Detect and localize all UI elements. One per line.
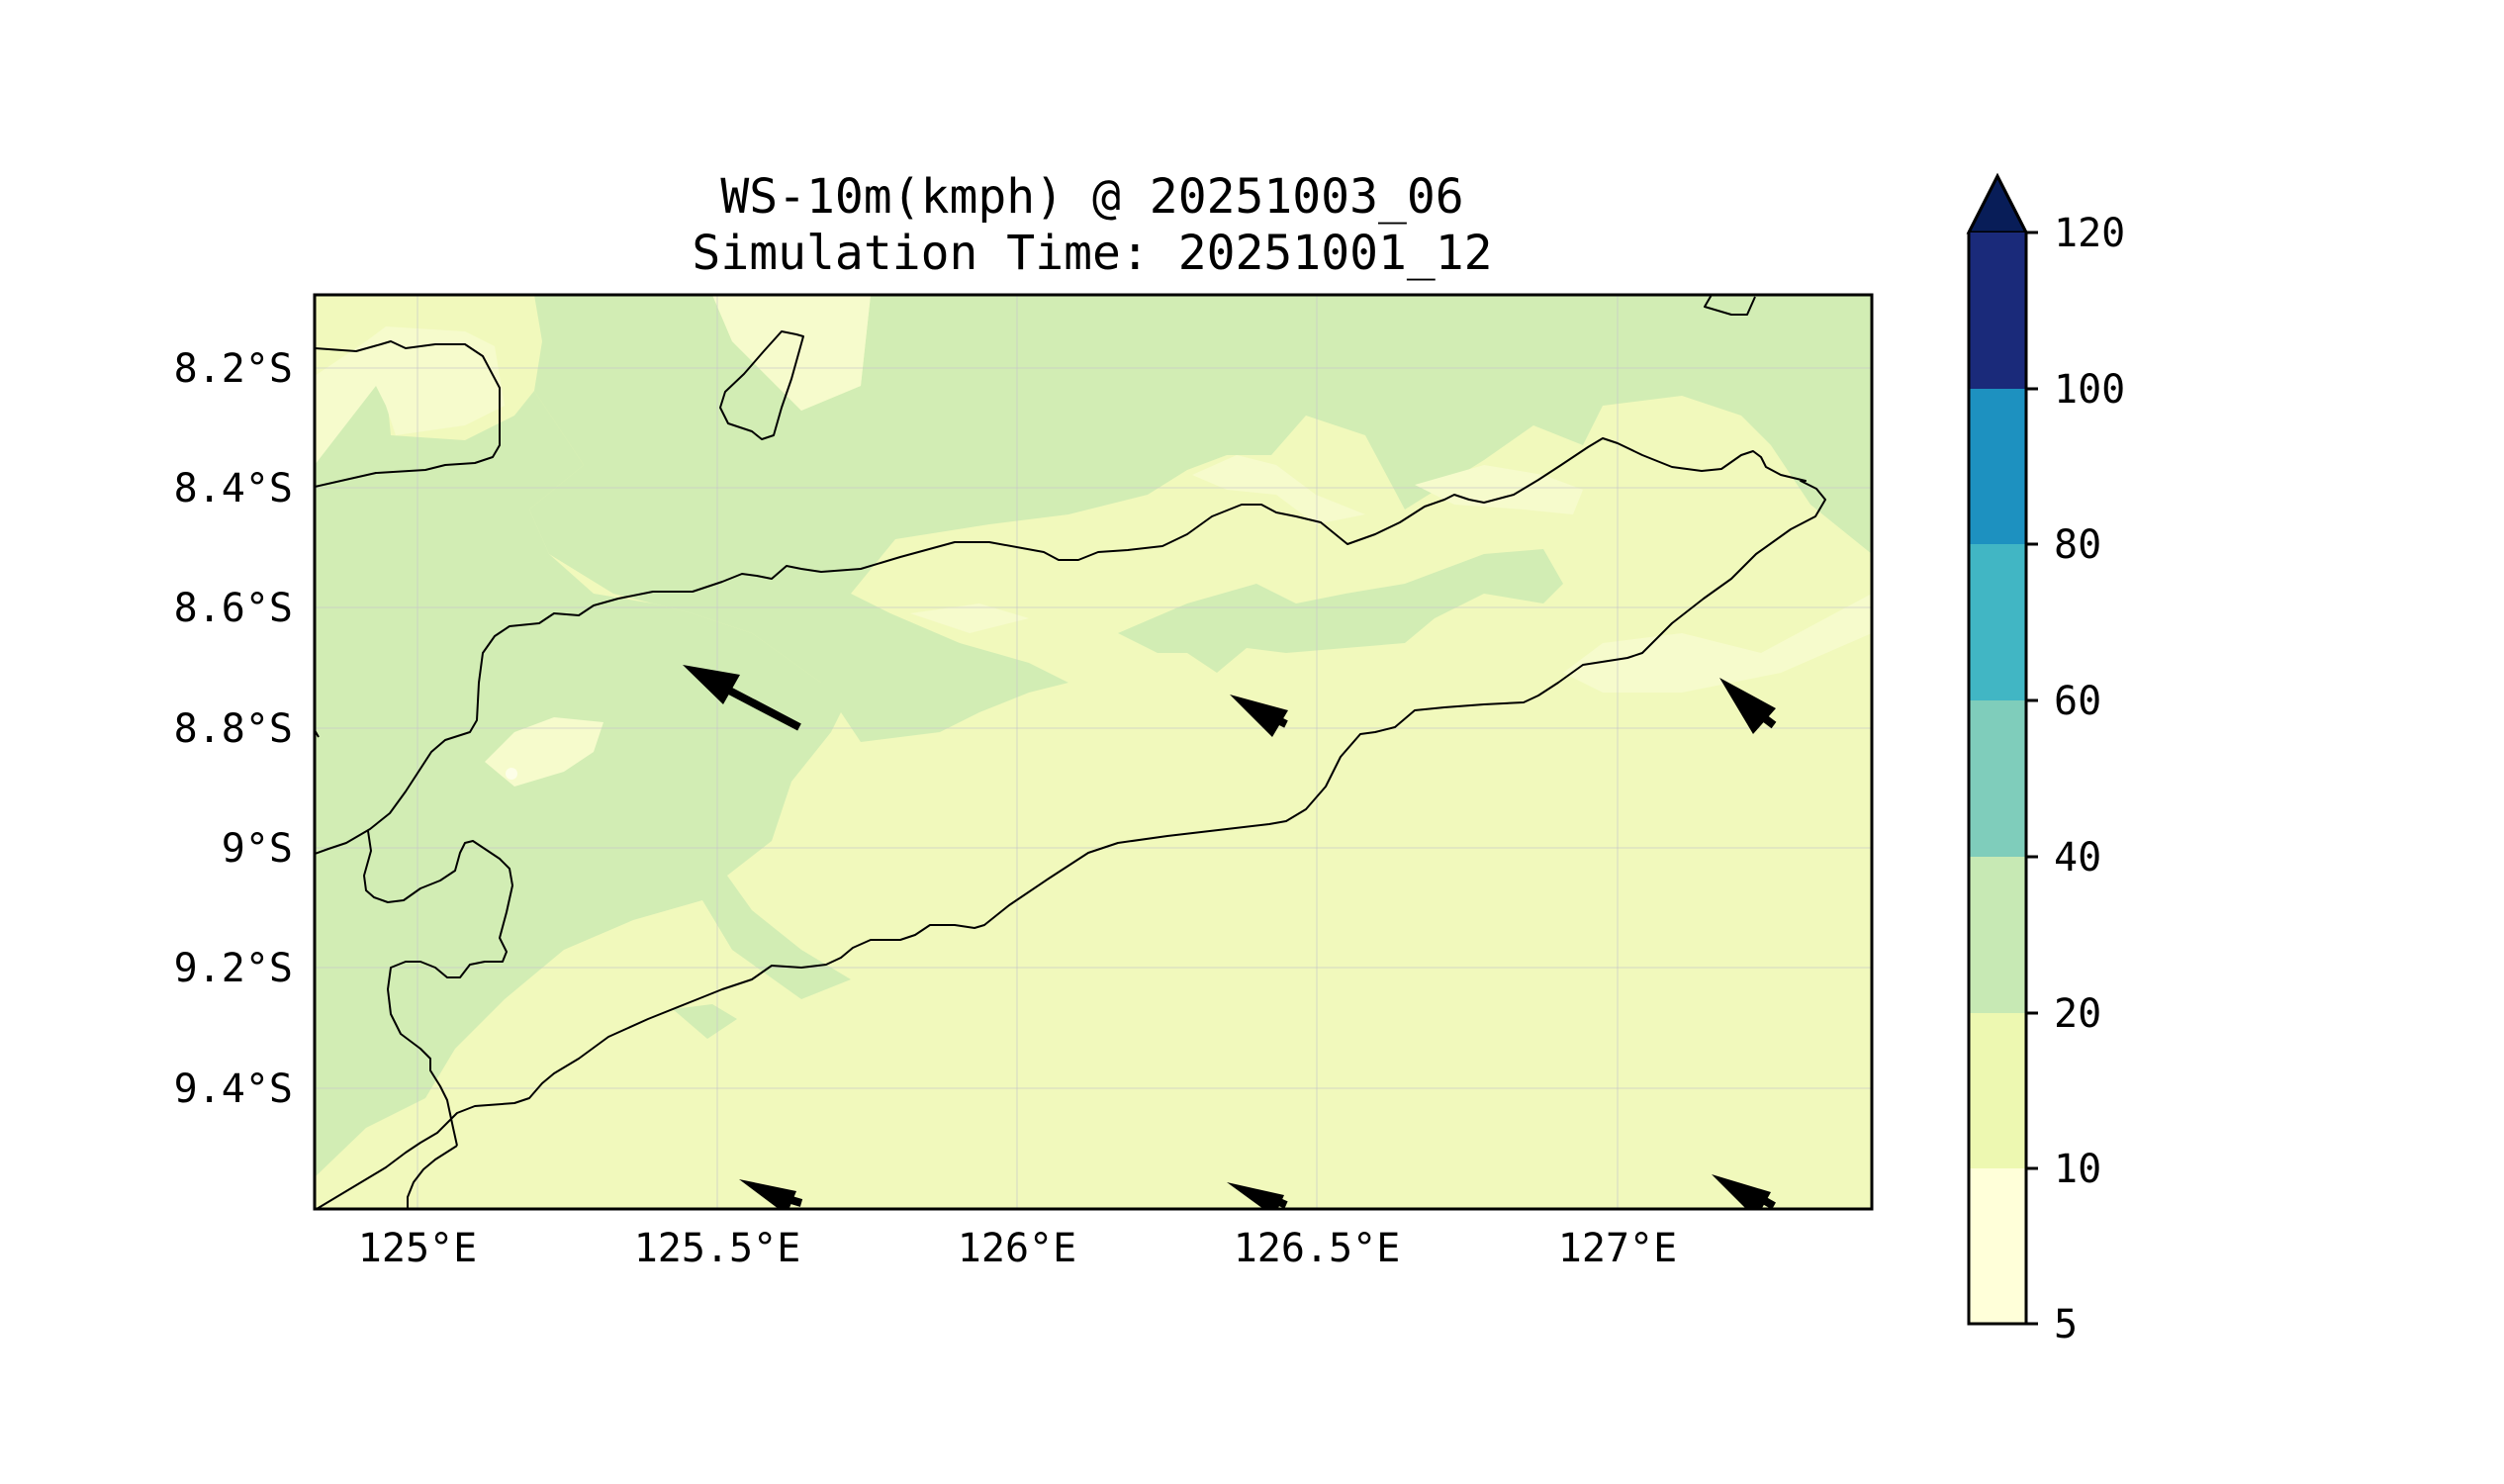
lat-tick-label: 9.2°S: [174, 946, 293, 991]
colorbar-tick-label: 20: [2054, 991, 2101, 1037]
colorbar-tick-label: 80: [2054, 522, 2101, 568]
lat-tick-label: 8.2°S: [174, 346, 293, 392]
lat-axis: 8.2°S 8.4°S 8.6°S 8.8°S 9°S 9.2°S 9.4°S: [174, 346, 293, 1112]
coastline-northeast-islet: [1704, 295, 1756, 316]
map-gridlines: [315, 295, 1872, 1209]
colorbar-band: [1969, 232, 2026, 389]
colorbar-tick-label: 40: [2054, 835, 2101, 881]
coastline-south: [407, 1145, 458, 1209]
wind-min-spot: [506, 768, 517, 780]
colorbar-band: [1969, 1168, 2026, 1324]
colorbar-band: [1969, 857, 2026, 1013]
wind-vectors: [683, 665, 1777, 1209]
colorbar-tick-label: 100: [2054, 367, 2125, 413]
colorbar: 5 10 20 40 60 80 100 120: [1966, 172, 2125, 1347]
lon-tick-label: 125°E: [358, 1226, 477, 1271]
wind-arrow-icon: [1712, 1174, 1776, 1209]
lat-tick-label: 8.8°S: [174, 706, 293, 752]
colorbar-tick-label: 5: [2054, 1302, 2078, 1347]
wind-arrow-icon: [1719, 678, 1777, 734]
lon-tick-label: 127°E: [1558, 1226, 1677, 1271]
wind-arrow-icon: [1227, 1182, 1288, 1209]
colorbar-tick-label: 60: [2054, 679, 2101, 724]
lon-axis: 125°E 125.5°E 126°E 126.5°E 127°E: [358, 1226, 1677, 1271]
lat-tick-label: 9.4°S: [174, 1067, 293, 1112]
colorbar-band: [1969, 1013, 2026, 1168]
map-title-line1: WS-10m(kmph) @ 20251003_06: [720, 169, 1463, 225]
colorbar-tick-label: 120: [2054, 211, 2125, 256]
lat-tick-label: 8.6°S: [174, 586, 293, 631]
colorbar-extend-arrow: [1966, 172, 2029, 234]
coastline-timor-west-interior: [363, 830, 513, 1147]
colorbar-outline: [1967, 172, 2028, 1326]
wind-arrow-icon: [683, 665, 801, 731]
colorbar-ticks: [2026, 231, 2038, 1326]
colorbar-band: [1969, 544, 2026, 700]
lat-tick-label: 9°S: [222, 826, 293, 872]
coastline-small-island: [719, 330, 804, 440]
wind-arrow-icon: [739, 1179, 803, 1209]
coastline-northwest-island: [315, 340, 501, 488]
wind-arrow-icon: [1230, 695, 1288, 737]
colorbar-tick-label: 10: [2054, 1147, 2101, 1192]
colorbar-band: [1969, 700, 2026, 857]
colorbar-band: [1969, 389, 2026, 544]
lon-tick-label: 125.5°E: [634, 1226, 801, 1271]
lon-tick-label: 126°E: [958, 1226, 1076, 1271]
map-frame: [313, 293, 1874, 1211]
map-title-line2: Simulation Time: 20251001_12: [692, 226, 1492, 281]
lon-tick-label: 126.5°E: [1234, 1226, 1401, 1271]
map-plot-area: [315, 295, 1872, 1209]
lat-tick-label: 8.4°S: [174, 466, 293, 511]
